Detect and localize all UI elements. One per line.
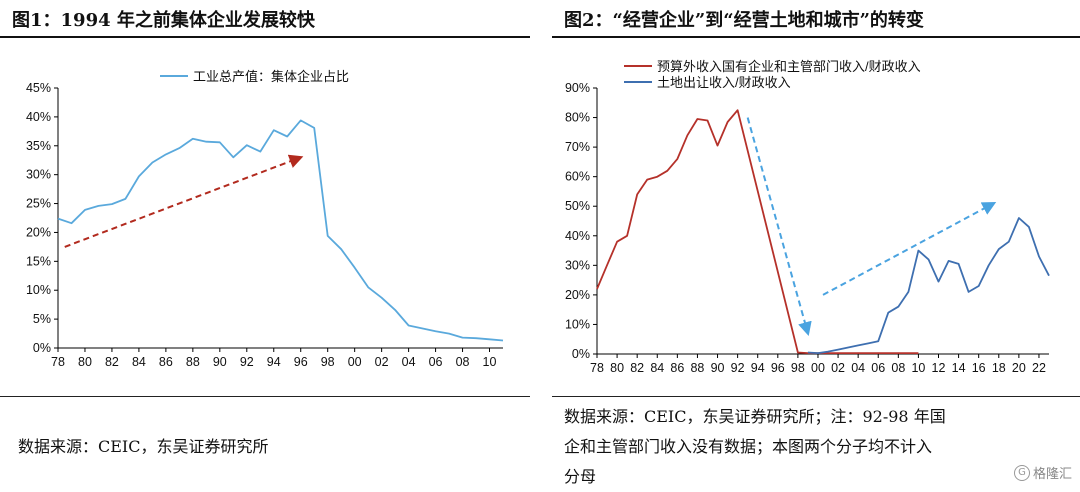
x-tick-label: 08 <box>456 355 470 369</box>
series-line <box>596 109 919 355</box>
left-title-rule <box>0 36 530 38</box>
legend-label: 土地出让收入/财政收入 <box>657 75 791 90</box>
x-tick-label: 90 <box>711 361 725 375</box>
x-tick-label: 94 <box>267 355 281 369</box>
x-tick-label: 10 <box>483 355 497 369</box>
legend-label: 工业总产值：集体企业占比 <box>193 69 349 84</box>
x-tick-label: 88 <box>690 361 704 375</box>
y-tick-label: 0% <box>572 347 590 361</box>
x-tick-label: 96 <box>294 355 308 369</box>
right-source-line: 企和主管部门收入没有数据；本图两个分子均不计入 <box>564 437 933 456</box>
y-tick-label: 90% <box>565 81 590 95</box>
y-tick-label: 60% <box>565 170 590 184</box>
y-tick-label: 80% <box>565 111 590 125</box>
y-tick-label: 10% <box>26 283 51 297</box>
left-line-chart: 0% 5% 10% 15% 20% 25% 30% 35% 40% 45% 78 80 82 84 86 88… <box>26 69 504 369</box>
x-tick-label: 94 <box>751 361 765 375</box>
x-tick-label: 06 <box>429 355 443 369</box>
right-source-note: 数据来源：CEIC，东吴证券研究所；注：92-98 年国 企和主管部门收入没有数… <box>564 402 1064 492</box>
x-tick-label: 86 <box>670 361 684 375</box>
x-tick-label: 96 <box>771 361 785 375</box>
series-line <box>807 217 1050 355</box>
x-tick-label: 06 <box>871 361 885 375</box>
y-tick-label: 20% <box>565 288 590 302</box>
right-figure: 图2：“经营企业”到“经营土地和城市”的转变 0% 10% 20% 30% 40% 50%… <box>552 0 1080 490</box>
x-tick-label: 04 <box>402 355 416 369</box>
watermark-text: 格隆汇 <box>1032 467 1072 482</box>
y-tick-label: 10% <box>565 317 590 331</box>
right-source-line: 分母 <box>564 467 597 486</box>
x-tick-label: 80 <box>78 355 92 369</box>
x-tick-label: 02 <box>375 355 389 369</box>
x-tick-label: 80 <box>610 361 624 375</box>
x-tick-label: 82 <box>105 355 119 369</box>
x-tick-label: 08 <box>891 361 905 375</box>
x-tick-label: 20 <box>1012 361 1026 375</box>
x-tick-label: 14 <box>952 361 966 375</box>
y-tick-label: 30% <box>565 258 590 272</box>
y-tick-label: 15% <box>26 254 51 268</box>
x-tick-label: 12 <box>932 361 946 375</box>
x-tick-label: 98 <box>321 355 335 369</box>
y-tick-label: 5% <box>33 312 51 326</box>
x-tick-label: 98 <box>791 361 805 375</box>
x-tick-label: 00 <box>348 355 362 369</box>
x-tick-label: 86 <box>159 355 173 369</box>
x-tick-label: 84 <box>132 355 146 369</box>
x-tick-label: 16 <box>972 361 986 375</box>
trend-arrow <box>746 117 812 337</box>
y-tick-label: 25% <box>26 197 51 211</box>
y-tick-label: 45% <box>26 81 51 95</box>
left-figure: 图1：1994 年之前集体企业发展较快 0% 5% 10% 15% 20% 25% 30% 3… <box>0 0 530 490</box>
x-tick-label: 78 <box>590 361 604 375</box>
x-tick-label: 00 <box>811 361 825 375</box>
legend-label: 预算外收入国有企业和主管部门收入/财政收入 <box>657 59 921 74</box>
y-tick-label: 70% <box>565 140 590 154</box>
y-tick-label: 35% <box>26 139 51 153</box>
left-figure-title: 图1：1994 年之前集体企业发展较快 <box>12 10 315 31</box>
x-tick-label: 04 <box>851 361 865 375</box>
x-tick-label: 02 <box>831 361 845 375</box>
x-tick-label: 84 <box>650 361 664 375</box>
right-source-line: 数据来源：CEIC，东吴证券研究所；注：92-98 年国 <box>564 407 946 426</box>
x-tick-label: 22 <box>1032 361 1046 375</box>
y-tick-label: 40% <box>565 229 590 243</box>
x-tick-label: 10 <box>911 361 925 375</box>
x-tick-label: 92 <box>240 355 254 369</box>
left-source-note: 数据来源：CEIC，东吴证券研究所 <box>18 437 269 456</box>
right-line-chart: 0% 10% 20% 30% 40% 50% 60% 70% 80% 90% 78 80 82 84 86 8… <box>565 59 1050 375</box>
right-figure-title: 图2：“经营企业”到“经营土地和城市”的转变 <box>564 10 924 31</box>
right-bottom-rule <box>552 396 1080 397</box>
y-tick-label: 40% <box>26 110 51 124</box>
y-tick-label: 20% <box>26 225 51 239</box>
right-title-rule <box>552 36 1080 38</box>
y-tick-label: 0% <box>33 341 51 355</box>
watermark-logo-icon: G <box>1013 464 1030 481</box>
x-tick-label: 88 <box>186 355 200 369</box>
trend-arrow <box>822 201 997 296</box>
y-tick-label: 50% <box>565 199 590 213</box>
left-bottom-rule <box>0 396 530 397</box>
x-tick-label: 90 <box>213 355 227 369</box>
series-line <box>57 119 504 342</box>
x-tick-label: 82 <box>630 361 644 375</box>
x-tick-label: 92 <box>731 361 745 375</box>
y-tick-label: 30% <box>26 168 51 182</box>
trend-arrow <box>64 154 304 248</box>
x-tick-label: 78 <box>51 355 65 369</box>
x-tick-label: 18 <box>992 361 1006 375</box>
watermark: G 格隆汇 <box>1013 463 1072 482</box>
